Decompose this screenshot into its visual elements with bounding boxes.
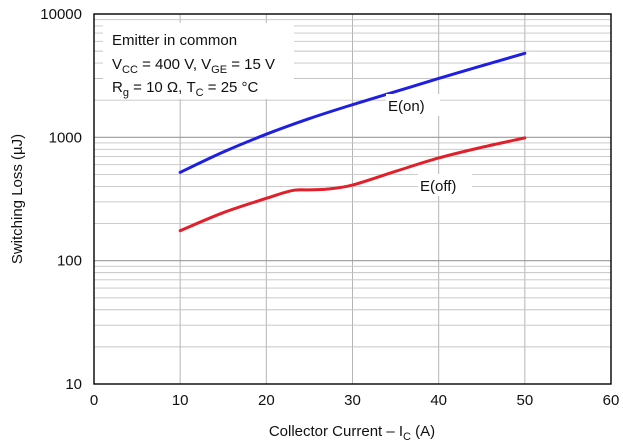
y-tick-labels: 10 100 1000 10000 xyxy=(40,6,82,393)
annotation-line-3: Rg = 10 Ω, TC = 25 °C xyxy=(112,79,259,99)
series-line-e-on xyxy=(178,51,527,174)
series-lines xyxy=(178,51,527,233)
x-tick-label: 50 xyxy=(516,392,533,409)
y-tick-label: 10000 xyxy=(40,6,82,23)
x-tick-label: 10 xyxy=(172,392,189,409)
annotation-line-1: Emitter in common xyxy=(112,32,237,49)
plot-frame xyxy=(93,13,612,385)
y-tick-label: 10 xyxy=(65,376,82,393)
x-tick-label: 60 xyxy=(603,392,620,409)
e-off-label: E(off) xyxy=(420,178,456,195)
x-tick-label: 40 xyxy=(430,392,447,409)
x-tick-label: 30 xyxy=(344,392,361,409)
series-labels: E(on) E(off) xyxy=(386,94,472,196)
annotation-box: Emitter in common VCC = 400 V, VGE = 15 … xyxy=(103,23,294,99)
e-on-label: E(on) xyxy=(388,98,425,115)
x-tick-label: 20 xyxy=(258,392,275,409)
y-axis-label: Switching Loss (µJ) xyxy=(9,134,26,264)
annotation-background xyxy=(103,23,294,99)
annotation-line-2: VCC = 400 V, VGE = 15 V xyxy=(112,56,275,76)
x-tick-labels: 0 10 20 30 40 50 60 xyxy=(90,392,620,409)
e-on-label-background xyxy=(386,94,440,116)
y-tick-label: 1000 xyxy=(49,129,82,146)
series-line-e-off xyxy=(178,136,527,233)
e-off-label-background xyxy=(418,174,472,196)
y-tick-label: 100 xyxy=(57,253,82,270)
x-axis-label: Collector Current – IC (A) xyxy=(269,423,435,443)
x-tick-label: 0 xyxy=(90,392,98,409)
